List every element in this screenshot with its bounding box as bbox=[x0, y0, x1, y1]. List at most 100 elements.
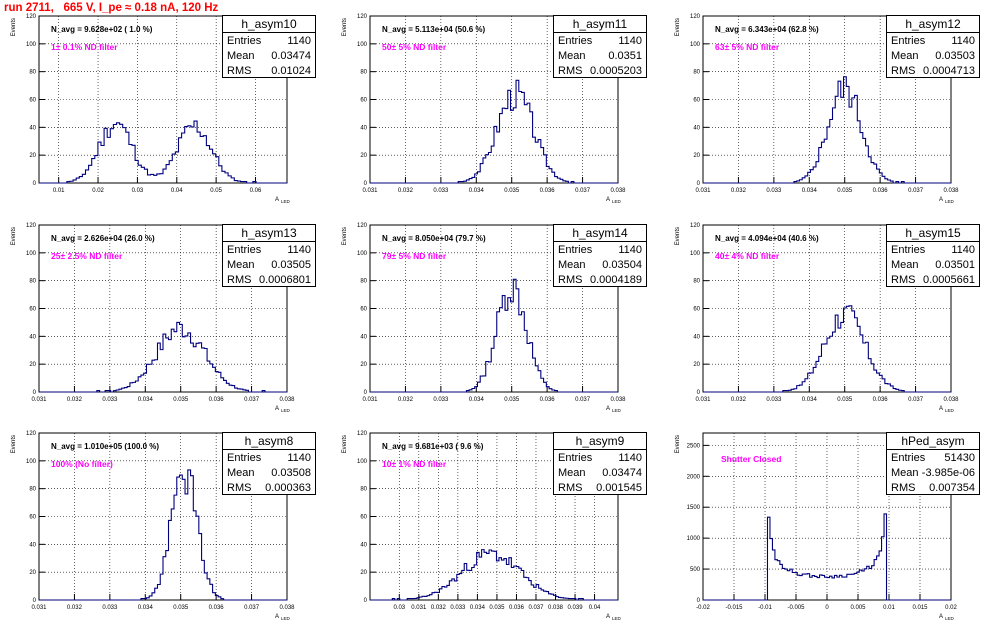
stats-value: 0.03504 bbox=[602, 259, 642, 271]
navg-label: N_avg = 6.343e+04 (62.8 %) bbox=[715, 25, 819, 34]
x-tick-label: 0.037 bbox=[908, 188, 924, 194]
y-tick-label: 20 bbox=[693, 153, 700, 159]
stats-key: RMS bbox=[227, 274, 252, 286]
y-tick-label: 40 bbox=[29, 542, 36, 548]
x-tick-label: 0.034 bbox=[802, 188, 818, 194]
filter-label: 63± 5% ND filter bbox=[715, 42, 780, 52]
stats-box: h_asym15 Entries 1140 Mean 0.03501 RMS 0.00056… bbox=[886, 224, 980, 287]
y-tick-label: 120 bbox=[357, 14, 368, 20]
x-tick-label: 0.035 bbox=[489, 605, 505, 611]
stats-row-entries: Entries 1140 bbox=[558, 34, 642, 49]
x-tick-label: 0.035 bbox=[173, 605, 189, 611]
stats-row-rms: RMS 0.0004189 bbox=[558, 273, 642, 288]
y-tick-label: 0 bbox=[697, 598, 701, 604]
stats-key: Entries bbox=[558, 35, 593, 47]
y-tick-label: 60 bbox=[693, 307, 700, 313]
stats-key: Entries bbox=[227, 244, 262, 256]
x-axis-label: A bbox=[939, 197, 943, 203]
y-tick-label: 120 bbox=[690, 14, 701, 20]
x-tick-label: 0.037 bbox=[244, 605, 260, 611]
stats-row-mean: Mean -3.985e-06 bbox=[891, 466, 975, 481]
stats-row-rms: RMS 0.007354 bbox=[891, 481, 975, 496]
y-tick-label: 80 bbox=[29, 487, 36, 493]
stats-value: 0.01024 bbox=[271, 65, 311, 77]
stats-box: h_asym8 Entries 1140 Mean 0.03508 RMS 0.000363 bbox=[222, 432, 316, 495]
x-tick-label: 0.02 bbox=[945, 605, 957, 611]
y-tick-label: 40 bbox=[360, 542, 367, 548]
x-tick-label: 0.036 bbox=[540, 397, 556, 403]
x-tick-label: 0.036 bbox=[209, 397, 225, 403]
y-tick-label: 40 bbox=[360, 334, 367, 340]
histogram-pad-h_asym8: 0.031 0.032 0.033 0.034 0.035 0.036 0.037 0.038… bbox=[11, 431, 295, 621]
y-tick-label: 20 bbox=[29, 153, 36, 159]
stats-row-rms: RMS 0.0004713 bbox=[891, 64, 975, 79]
x-axis-label-sub: LED bbox=[612, 408, 622, 413]
stats-key: Mean bbox=[891, 259, 919, 271]
x-tick-label: 0.035 bbox=[504, 397, 520, 403]
y-axis-label: Events bbox=[342, 18, 348, 36]
stats-row-entries: Entries 1140 bbox=[558, 243, 642, 258]
x-tick-label: 0.032 bbox=[431, 605, 447, 611]
stats-key: Mean bbox=[891, 467, 919, 479]
y-tick-label: 120 bbox=[690, 223, 701, 229]
x-axis-label: A bbox=[275, 406, 279, 412]
stats-key: RMS bbox=[891, 65, 916, 77]
histogram-line-h_asym11 bbox=[370, 79, 618, 184]
x-tick-label: 0.039 bbox=[568, 605, 584, 611]
stats-row-rms: RMS 0.000363 bbox=[227, 481, 311, 496]
y-tick-label: 2000 bbox=[687, 474, 701, 480]
x-tick-label: 0.032 bbox=[731, 397, 747, 403]
filter-label: 10± 1% ND filter bbox=[382, 459, 447, 469]
x-tick-label: 0.037 bbox=[575, 397, 591, 403]
y-tick-label: 60 bbox=[693, 98, 700, 104]
stats-value: 1140 bbox=[951, 35, 975, 47]
y-tick-label: 40 bbox=[693, 334, 700, 340]
stats-value: 0.0006801 bbox=[259, 274, 311, 286]
stats-value: 0.001545 bbox=[596, 482, 642, 494]
y-tick-label: 100 bbox=[357, 251, 368, 257]
y-tick-label: 120 bbox=[26, 14, 37, 20]
x-tick-label: 0.035 bbox=[837, 397, 853, 403]
y-tick-label: 100 bbox=[357, 42, 368, 48]
x-tick-label: 0.038 bbox=[943, 397, 959, 403]
navg-label: N_avg = 2.626e+04 (26.0 %) bbox=[51, 234, 155, 243]
y-tick-label: 0 bbox=[364, 390, 368, 396]
y-tick-label: 60 bbox=[29, 98, 36, 104]
stats-histogram-name: h_asym8 bbox=[223, 433, 315, 450]
stats-key: Entries bbox=[558, 452, 593, 464]
x-tick-label: 0.038 bbox=[943, 188, 959, 194]
x-tick-label: 0.06 bbox=[250, 188, 262, 194]
x-tick-label: 0.038 bbox=[610, 397, 626, 403]
stats-value: 0.0004189 bbox=[590, 274, 642, 286]
filter-label: 1± 0.1% ND filter bbox=[51, 42, 118, 52]
y-tick-label: 0 bbox=[364, 181, 368, 187]
histogram-line-hPed_asym bbox=[703, 513, 951, 601]
stats-value: 1140 bbox=[287, 244, 311, 256]
x-axis-label: A bbox=[606, 406, 610, 412]
y-tick-label: 80 bbox=[360, 70, 367, 76]
stats-histogram-name: h_asym13 bbox=[223, 225, 315, 242]
stats-histogram-name: h_asym11 bbox=[554, 16, 646, 33]
y-tick-label: 60 bbox=[360, 307, 367, 313]
stats-value: 0.0351 bbox=[608, 50, 642, 62]
x-tick-label: 0.034 bbox=[469, 188, 485, 194]
filter-label: Shutter Closed bbox=[721, 454, 782, 464]
x-tick-label: 0.032 bbox=[398, 397, 414, 403]
y-tick-label: 100 bbox=[26, 251, 37, 257]
stats-histogram-name: h_asym15 bbox=[887, 225, 979, 242]
stats-row-mean: Mean 0.03504 bbox=[558, 258, 642, 273]
x-tick-label: 0.033 bbox=[433, 188, 449, 194]
x-tick-label: 0.033 bbox=[766, 397, 782, 403]
histogram-line-h_asym13 bbox=[39, 321, 287, 393]
stats-value: 0.0005661 bbox=[923, 274, 975, 286]
x-tick-label: 0.034 bbox=[802, 397, 818, 403]
y-axis-label: Events bbox=[11, 18, 17, 36]
stats-value: 1140 bbox=[618, 452, 642, 464]
stats-box: h_asym14 Entries 1140 Mean 0.03504 RMS 0.00041… bbox=[553, 224, 647, 287]
x-tick-label: 0.032 bbox=[731, 188, 747, 194]
stats-value: 0.03474 bbox=[602, 467, 642, 479]
x-tick-label: 0.031 bbox=[31, 605, 47, 611]
x-tick-label: 0.031 bbox=[411, 605, 427, 611]
stats-key: Mean bbox=[558, 259, 586, 271]
